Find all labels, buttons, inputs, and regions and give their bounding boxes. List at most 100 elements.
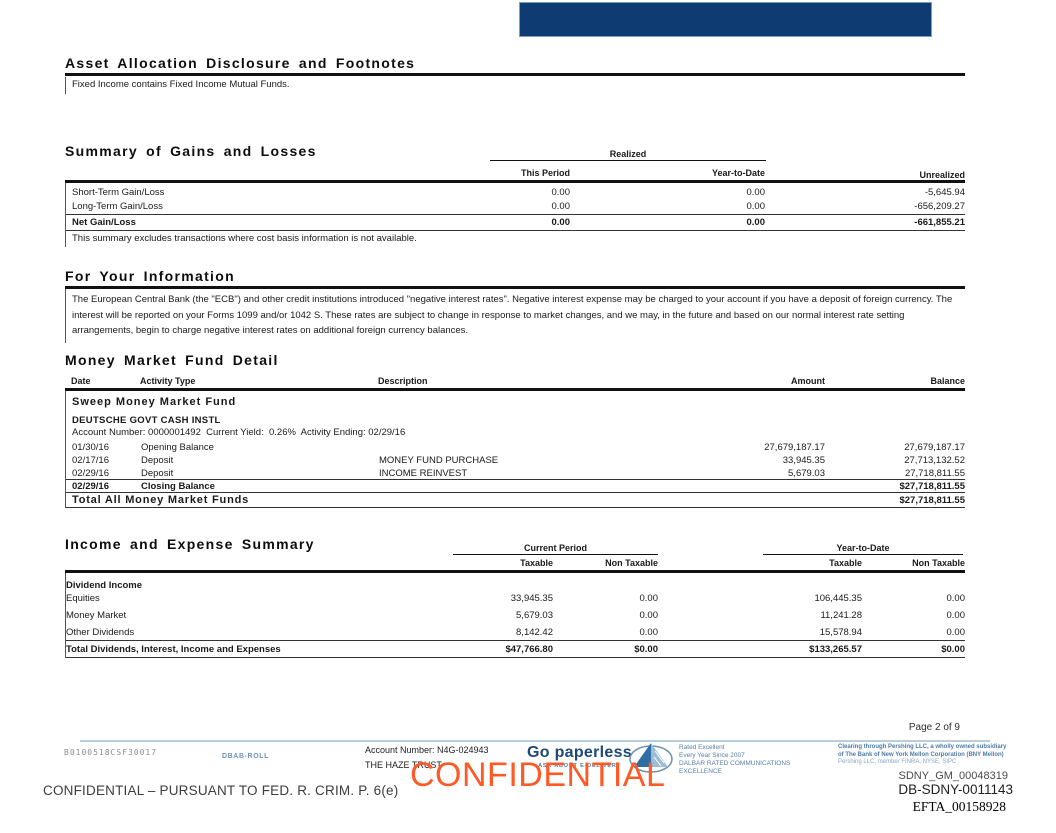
cell-unrealized: -656,209.27	[914, 201, 965, 212]
money-market-column-headers: Date Activity Type Description Amount Ba…	[65, 375, 965, 388]
cell-balance: $27,718,811.55	[899, 481, 965, 492]
cell-amount: 33,945.35	[782, 455, 825, 466]
cell-unrealized: -5,645.94	[924, 187, 965, 198]
footer-divider	[80, 740, 990, 742]
gains-losses-title: Summary of Gains and Losses	[65, 143, 317, 159]
cell-ytd-taxable: $133,265.57	[809, 644, 862, 655]
gains-losses-column-headers: This Period Year-to-Date Unrealized	[65, 166, 965, 180]
col-date: Date	[71, 376, 91, 386]
col-amount: Amount	[791, 376, 825, 386]
row-label: Short-Term Gain/Loss	[72, 187, 165, 198]
income-expense-body: Dividend Income Equities 33,945.35 0.00 …	[65, 573, 965, 658]
table-row: 02/17/16 Deposit MONEY FUND PURCHASE 33,…	[66, 454, 965, 467]
cell-activity: Opening Balance	[141, 442, 214, 453]
cell-description: INCOME REINVEST	[379, 468, 468, 479]
account-number: Account Number: N4G-024943	[365, 745, 489, 755]
col-unrealized: Unrealized	[919, 170, 965, 180]
cell-balance: 27,713,132.52	[904, 455, 965, 466]
cell-date: 01/30/16	[72, 442, 109, 453]
bates-stamp-sdny-gm: SDNY_GM_00048319	[898, 770, 1008, 782]
total-label: Total All Money Market Funds	[72, 494, 250, 506]
go-paperless-subtext: ASK ABOUT E-DELIVERY	[538, 763, 621, 769]
col-activity-type: Activity Type	[140, 376, 196, 386]
section-money-market: Money Market Fund Detail Date Activity T…	[65, 352, 965, 508]
cell-ytd-taxable: 106,445.35	[814, 593, 862, 604]
cell-activity: Closing Balance	[141, 481, 215, 492]
cell-cp-nontaxable: $0.00	[634, 644, 658, 655]
money-market-total-row: Total All Money Market Funds $27,718,811…	[66, 493, 965, 508]
total-label: Total Dividends, Interest, Income and Ex…	[66, 644, 281, 655]
closing-balance-row: 02/29/16 Closing Balance $27,718,811.55	[66, 480, 965, 493]
col-taxable-cp: Taxable	[520, 558, 553, 568]
income-expense-top-rule	[65, 570, 965, 573]
cell-this-period: 0.00	[551, 187, 571, 198]
bates-stamp-db-sdny: DB-SDNY-0011143	[898, 782, 1013, 797]
row-label: Long-Term Gain/Loss	[72, 201, 163, 212]
asset-allocation-title: Asset Allocation Disclosure and Footnote…	[65, 55, 965, 76]
dalbar-rating-text: Rated Excellent Every Year Since 2007 DA…	[679, 744, 791, 775]
section-gains-losses: Summary of Gains and Losses Realized Thi…	[65, 143, 965, 247]
fund-info: Account Number: 0000001492 Current Yield…	[72, 427, 406, 438]
row-label: Money Market	[66, 610, 127, 621]
go-paperless-logo: Go paperless ASK ABOUT E-DELIVERY	[527, 744, 632, 769]
col-description: Description	[378, 376, 428, 386]
cell-ytd: 0.00	[746, 217, 766, 228]
cell-activity: Deposit	[141, 455, 174, 466]
cell-ytd-nontaxable: 0.00	[946, 627, 966, 638]
cell-this-period: 0.00	[551, 217, 571, 228]
row-label: Equities	[66, 593, 100, 604]
dividend-income-heading: Dividend Income	[66, 580, 143, 591]
col-taxable-ytd: Taxable	[829, 558, 862, 568]
fyi-title: For Your Information	[65, 268, 965, 289]
table-row: 01/30/16 Opening Balance 27,679,187.17 2…	[66, 441, 965, 454]
page-number: Page 2 of 9	[908, 722, 960, 733]
pershing-clearing-text: Clearing through Pershing LLC, a wholly …	[838, 744, 1007, 765]
col-this-period: This Period	[520, 168, 570, 178]
sweep-fund-heading: Sweep Money Market Fund	[72, 396, 237, 408]
col-nontaxable-cp: Non Taxable	[605, 558, 658, 568]
fyi-paragraph: The European Central Bank (the "ECB") an…	[65, 289, 965, 343]
cell-this-period: 0.00	[551, 201, 571, 212]
income-expense-column-headers: Taxable Non Taxable Taxable Non Taxable	[65, 557, 965, 570]
cell-date: 02/29/16	[72, 481, 109, 492]
cell-ytd-nontaxable: 0.00	[946, 610, 966, 621]
section-for-your-information: For Your Information The European Centra…	[65, 268, 965, 343]
cell-cp-taxable: 5,679.03	[516, 610, 553, 621]
cell-cp-nontaxable: 0.00	[639, 627, 659, 638]
go-paperless-text: Go paperless	[527, 744, 632, 761]
cell-ytd: 0.00	[746, 187, 766, 198]
cell-balance: 27,718,811.55	[904, 468, 965, 479]
current-period-group-header: Current Period	[453, 543, 658, 555]
cell-cp-nontaxable: 0.00	[639, 610, 659, 621]
bates-stamp-efta: EFTA_00158928	[912, 799, 1006, 814]
cell-balance: 27,679,187.17	[904, 442, 965, 453]
cell-ytd-taxable: 11,241.28	[820, 610, 862, 621]
table-row-net-total: Net Gain/Loss 0.00 0.00 -661,855.21	[66, 215, 965, 231]
money-market-title: Money Market Fund Detail	[65, 352, 279, 368]
table-row: Short-Term Gain/Loss 0.00 0.00 -5,645.94	[66, 183, 965, 199]
year-to-date-group-header: Year-to-Date	[763, 543, 963, 555]
col-nontaxable-ytd: Non Taxable	[912, 558, 965, 568]
gains-losses-body: Short-Term Gain/Loss 0.00 0.00 -5,645.94…	[65, 183, 965, 247]
income-expense-title: Income and Expense Summary	[65, 536, 315, 552]
table-row: Long-Term Gain/Loss 0.00 0.00 -656,209.2…	[66, 199, 965, 215]
col-year-to-date: Year-to-Date	[711, 168, 765, 178]
cell-date: 02/17/16	[72, 455, 109, 466]
asset-allocation-note: Fixed Income contains Fixed Income Mutua…	[65, 77, 965, 94]
money-market-body: Sweep Money Market Fund DEUTSCHE GOVT CA…	[65, 391, 965, 508]
cell-cp-taxable: 33,945.35	[510, 593, 553, 604]
cell-date: 02/29/16	[72, 468, 109, 479]
account-name: THE HAZE TRUST	[365, 760, 442, 770]
batch-code: B0100518CSF30017	[64, 748, 158, 757]
dalbar-logo-icon	[628, 741, 674, 780]
row-label: Other Dividends	[66, 627, 135, 638]
cell-cp-nontaxable: 0.00	[639, 593, 659, 604]
table-row: Money Market 5,679.03 0.00 11,241.28 0.0…	[66, 607, 965, 624]
income-expense-total-row: Total Dividends, Interest, Income and Ex…	[66, 641, 965, 658]
cell-unrealized: -661,855.21	[914, 217, 965, 228]
cell-cp-taxable: $47,766.80	[505, 644, 553, 655]
roll-code: DBAB-ROLL	[222, 753, 270, 760]
money-market-top-rule	[65, 388, 965, 391]
total-value: $27,718,811.55	[899, 495, 965, 506]
realized-group-header: Realized	[490, 149, 766, 161]
